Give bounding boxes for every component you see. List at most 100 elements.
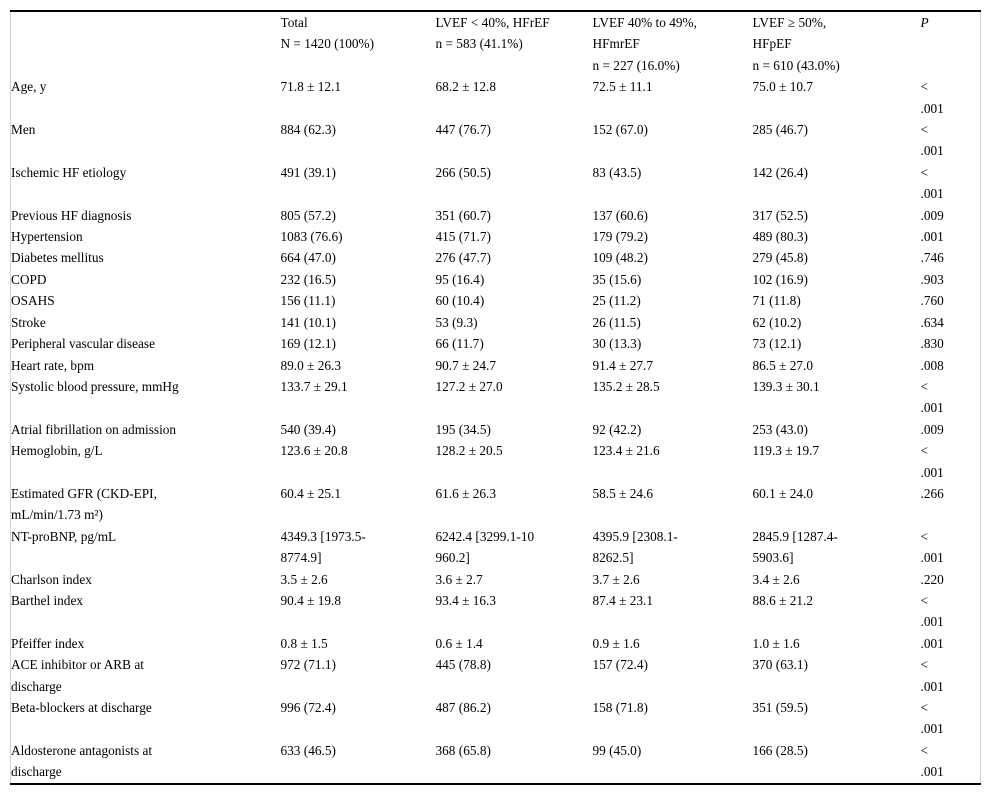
cell-p-value: .634 bbox=[920, 314, 944, 330]
cell-p-value: .220 bbox=[920, 571, 944, 587]
cell-hfref: 127.2 ± 27.0 bbox=[435, 378, 503, 394]
cell-total: 491 (39.1) bbox=[280, 164, 336, 180]
cell-hfpef: 1.0 ± 1.6 bbox=[752, 635, 800, 651]
cell-p-value: < .001 bbox=[920, 700, 944, 737]
cell-hfref: 368 (65.8) bbox=[435, 742, 491, 758]
table-header-row: Total N = 1420 (100%) LVEF < 40%, HFrEF … bbox=[11, 11, 981, 76]
cell-hfpef: 139.3 ± 30.1 bbox=[752, 378, 820, 394]
cell-hfmref: 179 (79.2) bbox=[592, 229, 648, 245]
cell-p-value: < .001 bbox=[920, 528, 944, 566]
row-label: ACE inhibitor or ARB at discharge bbox=[11, 657, 144, 694]
cell-hfref: 195 (34.5) bbox=[435, 421, 491, 437]
cell-hfmref: 35 (15.6) bbox=[592, 271, 642, 287]
table-row: Hemoglobin, g/L 123.6 ± 20.8 128.2 ± 20.… bbox=[11, 440, 981, 483]
table-row: COPD 232 (16.5) 95 (16.4) 35 (15.6) 102 … bbox=[11, 269, 981, 290]
row-label: Charlson index bbox=[11, 571, 92, 587]
cell-hfpef: 370 (63.1) bbox=[752, 657, 808, 673]
cell-hfpef: 253 (43.0) bbox=[752, 421, 808, 437]
cell-total: 1083 (76.6) bbox=[280, 229, 343, 245]
row-label: Pfeiffer index bbox=[11, 635, 85, 651]
table-row: Ischemic HF etiology 491 (39.1) 266 (50.… bbox=[11, 162, 981, 205]
cell-p-value: .830 bbox=[920, 336, 944, 352]
cell-hfref: 415 (71.7) bbox=[435, 229, 491, 245]
cell-hfref: 0.6 ± 1.4 bbox=[435, 635, 483, 651]
cell-p-value: .266 bbox=[920, 485, 944, 501]
cell-hfref: 276 (47.7) bbox=[435, 250, 491, 266]
table-row: Charlson index 3.5 ± 2.6 3.6 ± 2.7 3.7 ±… bbox=[11, 569, 981, 590]
row-label: COPD bbox=[11, 271, 47, 287]
row-label: NT-proBNP, pg/mL bbox=[11, 528, 117, 544]
cell-hfmref: 137 (60.6) bbox=[592, 207, 648, 223]
cell-hfref: 61.6 ± 26.3 bbox=[435, 485, 497, 501]
cell-p-value: < .001 bbox=[920, 742, 944, 780]
table-row: Men 884 (62.3) 447 (76.7) 152 (67.0) 285… bbox=[11, 119, 981, 162]
cell-total: 156 (11.1) bbox=[280, 293, 336, 309]
table-row: Stroke 141 (10.1) 53 (9.3) 26 (11.5) 62 … bbox=[11, 312, 981, 333]
cell-hfmref: 72.5 ± 11.1 bbox=[592, 79, 653, 95]
column-header-total: Total N = 1420 (100%) bbox=[280, 15, 375, 52]
cell-hfref: 3.6 ± 2.7 bbox=[435, 571, 483, 587]
cell-total: 71.8 ± 12.1 bbox=[280, 79, 342, 95]
cell-hfmref: 26 (11.5) bbox=[592, 314, 641, 330]
table-row: Hypertension 1083 (76.6) 415 (71.7) 179 … bbox=[11, 226, 981, 247]
cell-hfpef: 86.5 ± 27.0 bbox=[752, 357, 814, 373]
cell-total: 90.4 ± 19.8 bbox=[280, 592, 342, 608]
cell-total: 0.8 ± 1.5 bbox=[280, 635, 328, 651]
cell-total: 60.4 ± 25.1 bbox=[280, 485, 342, 501]
cell-hfref: 93.4 ± 16.3 bbox=[435, 592, 497, 608]
cell-p-value: < .001 bbox=[920, 657, 944, 694]
cell-total: 4349.3 [1973.5- 8774.9] bbox=[280, 528, 366, 566]
table-row: Barthel index 90.4 ± 19.8 93.4 ± 16.3 87… bbox=[11, 590, 981, 633]
cell-hfref: 66 (11.7) bbox=[435, 336, 484, 352]
cell-hfmref: 3.7 ± 2.6 bbox=[592, 571, 640, 587]
cell-hfmref: 109 (48.2) bbox=[592, 250, 648, 266]
cell-total: 3.5 ± 2.6 bbox=[280, 571, 328, 587]
cell-hfmref: 58.5 ± 24.6 bbox=[592, 485, 654, 501]
cell-total: 123.6 ± 20.8 bbox=[280, 443, 348, 459]
cell-p-value: < .001 bbox=[920, 164, 944, 202]
cell-total: 996 (72.4) bbox=[280, 700, 336, 715]
cell-total: 540 (39.4) bbox=[280, 421, 336, 437]
column-header-p-value: P bbox=[920, 15, 929, 30]
cell-p-value: < .001 bbox=[920, 592, 944, 630]
cell-hfpef: 317 (52.5) bbox=[752, 207, 808, 223]
patient-characteristics-table: Total N = 1420 (100%) LVEF < 40%, HFrEF … bbox=[10, 10, 981, 785]
row-label: Heart rate, bpm bbox=[11, 357, 95, 373]
row-label: Diabetes mellitus bbox=[11, 250, 104, 266]
table-row: Aldosterone antagonists at discharge 633… bbox=[11, 740, 981, 784]
cell-hfmref: 99 (45.0) bbox=[592, 742, 642, 758]
cell-hfpef: 62 (10.2) bbox=[752, 314, 802, 330]
cell-hfref: 447 (76.7) bbox=[435, 122, 491, 138]
cell-total: 972 (71.1) bbox=[280, 657, 336, 673]
table-row: NT-proBNP, pg/mL 4349.3 [1973.5- 8774.9]… bbox=[11, 526, 981, 569]
table-row: Diabetes mellitus 664 (47.0) 276 (47.7) … bbox=[11, 247, 981, 268]
cell-hfref: 128.2 ± 20.5 bbox=[435, 443, 503, 459]
cell-hfmref: 158 (71.8) bbox=[592, 700, 648, 715]
cell-hfpef: 60.1 ± 24.0 bbox=[752, 485, 814, 501]
row-label: OSAHS bbox=[11, 293, 55, 309]
table-row: ACE inhibitor or ARB at discharge 972 (7… bbox=[11, 654, 981, 697]
cell-hfmref: 0.9 ± 1.6 bbox=[592, 635, 640, 651]
cell-p-value: .903 bbox=[920, 271, 944, 287]
row-label: Estimated GFR (CKD-EPI, mL/min/1.73 m²) bbox=[11, 485, 157, 523]
cell-hfref: 6242.4 [3299.1-10 960.2] bbox=[435, 528, 535, 566]
table-row: Peripheral vascular disease 169 (12.1) 6… bbox=[11, 333, 981, 354]
cell-hfpef: 3.4 ± 2.6 bbox=[752, 571, 800, 587]
table-row: Pfeiffer index 0.8 ± 1.5 0.6 ± 1.4 0.9 ±… bbox=[11, 633, 981, 654]
row-label: Atrial fibrillation on admission bbox=[11, 421, 177, 437]
cell-hfref: 95 (16.4) bbox=[435, 271, 485, 287]
cell-total: 664 (47.0) bbox=[280, 250, 336, 266]
cell-p-value: .009 bbox=[920, 207, 944, 223]
cell-hfmref: 123.4 ± 21.6 bbox=[592, 443, 660, 459]
table-row: Previous HF diagnosis 805 (57.2) 351 (60… bbox=[11, 205, 981, 226]
cell-hfpef: 489 (80.3) bbox=[752, 229, 808, 245]
column-header-hfpef: LVEF ≥ 50%, HFpEF n = 610 (43.0%) bbox=[752, 15, 840, 73]
cell-total: 633 (46.5) bbox=[280, 742, 336, 758]
cell-hfref: 68.2 ± 12.8 bbox=[435, 79, 497, 95]
row-label: Stroke bbox=[11, 314, 46, 330]
cell-hfref: 90.7 ± 24.7 bbox=[435, 357, 497, 373]
cell-hfmref: 91.4 ± 27.7 bbox=[592, 357, 654, 373]
cell-p-value: < .001 bbox=[920, 122, 944, 159]
cell-total: 89.0 ± 26.3 bbox=[280, 357, 342, 373]
